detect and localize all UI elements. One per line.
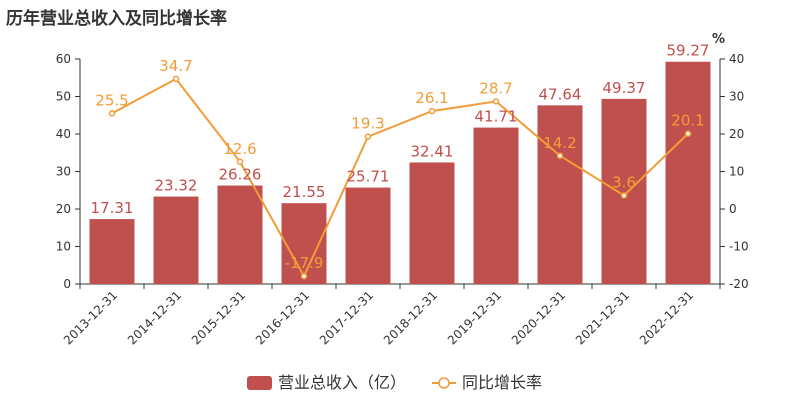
y-left-tick-label: 10 [56,240,71,254]
growth-rate-point [108,110,116,117]
growth-rate-point [556,152,564,159]
growth-rate-label: 3.6 [612,174,636,192]
x-tick-label: 2017-12-31 [317,288,376,347]
y-right-tick-label: 30 [729,90,744,104]
revenue-bar [537,105,583,284]
growth-rate-label: -17.9 [285,254,324,272]
revenue-bar [473,127,519,285]
revenue-bar-label: 21.55 [283,183,326,201]
revenue-bar-label: 17.31 [91,199,134,217]
y-left-tick-label: 30 [56,165,71,179]
legend-bar-swatch [247,376,272,390]
x-tick-label: 2022-12-31 [637,288,696,347]
y-right-unit: % [712,32,725,47]
growth-rate-point [300,272,308,280]
growth-rate-point [428,107,436,115]
legend: 营业总收入（亿） 同比增长率 [247,373,542,392]
x-tick-label: 2016-12-31 [253,288,312,347]
x-tick-label: 2021-12-31 [573,288,632,347]
revenue-bar [89,219,135,284]
growth-rate-point [172,75,180,83]
x-tick-label: 2020-12-31 [509,288,568,347]
growth-rate-label: 34.7 [159,57,192,75]
line-layer [108,75,692,280]
x-tick-label: 2015-12-31 [189,288,248,347]
revenue-bar [153,196,199,284]
growth-rate-point [684,130,692,137]
y-right-tick-label: 20 [729,127,744,141]
growth-rate-label: 28.7 [479,79,512,97]
legend-line-marker [438,377,450,389]
x-tick-label: 2014-12-31 [125,288,184,347]
revenue-bar [409,162,455,284]
revenue-bar [665,61,711,284]
revenue-bar-label: 32.41 [411,142,454,160]
revenue-bar [217,185,263,284]
growth-rate-label: 20.1 [671,112,704,130]
revenue-bar-label: 59.27 [667,42,710,60]
y-right-tick-label: -10 [729,240,749,254]
revenue-bar-label: 49.37 [603,79,646,97]
y-left-tick-label: 60 [56,52,71,66]
labels-layer: 17.31 23.32 26.26 21.55 25.71 32.41 41.71 47.64… [91,42,710,272]
y-left-tick-label: 0 [63,277,71,291]
y-left-tick-label: 20 [56,202,71,216]
growth-rate-label: 14.2 [543,134,576,152]
growth-rate-label: 26.1 [415,89,448,107]
y-right-tick-label: 10 [729,165,744,179]
revenue-bar-label: 23.32 [155,177,198,195]
growth-rate-line [111,77,689,279]
y-left-tick-label: 40 [56,127,71,141]
revenue-bar-label: 47.64 [539,85,582,103]
growth-rate-label: 12.6 [223,140,256,158]
y-right-tick-label: 40 [729,52,744,66]
legend-bar-label: 营业总收入（亿） [278,373,406,392]
growth-rate-point [236,158,244,165]
growth-rate-label: 19.3 [351,115,384,133]
revenue-bar [345,187,391,284]
y-right-tick-label: 0 [729,202,737,216]
growth-rate-label: 25.5 [95,91,128,109]
x-tick-label: 2018-12-31 [381,288,440,347]
bars-layer [89,61,711,285]
x-tick-label: 2019-12-31 [445,288,504,347]
chart-title: 历年营业总收入及同比增长率 [6,9,227,29]
y-left-tick-label: 50 [56,90,71,104]
revenue-bar-label: 25.71 [347,168,390,186]
revenue-bar [601,98,647,284]
growth-rate-point [492,98,500,105]
growth-rate-point [364,133,372,140]
revenue-bar-label: 26.26 [219,166,262,184]
x-tick-label: 2013-12-31 [61,288,120,347]
legend-line-label: 同比增长率 [462,373,542,392]
growth-rate-point [620,192,628,199]
y-right-tick-label: -20 [729,277,749,291]
revenue-bar-label: 41.71 [475,108,518,126]
